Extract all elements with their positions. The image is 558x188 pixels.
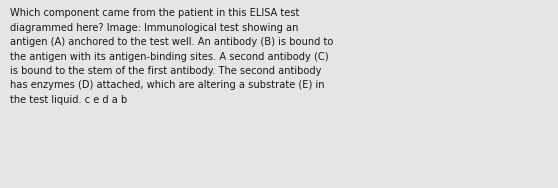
Text: Which component came from the patient in this ELISA test
diagrammed here? Image:: Which component came from the patient in…: [10, 8, 334, 105]
